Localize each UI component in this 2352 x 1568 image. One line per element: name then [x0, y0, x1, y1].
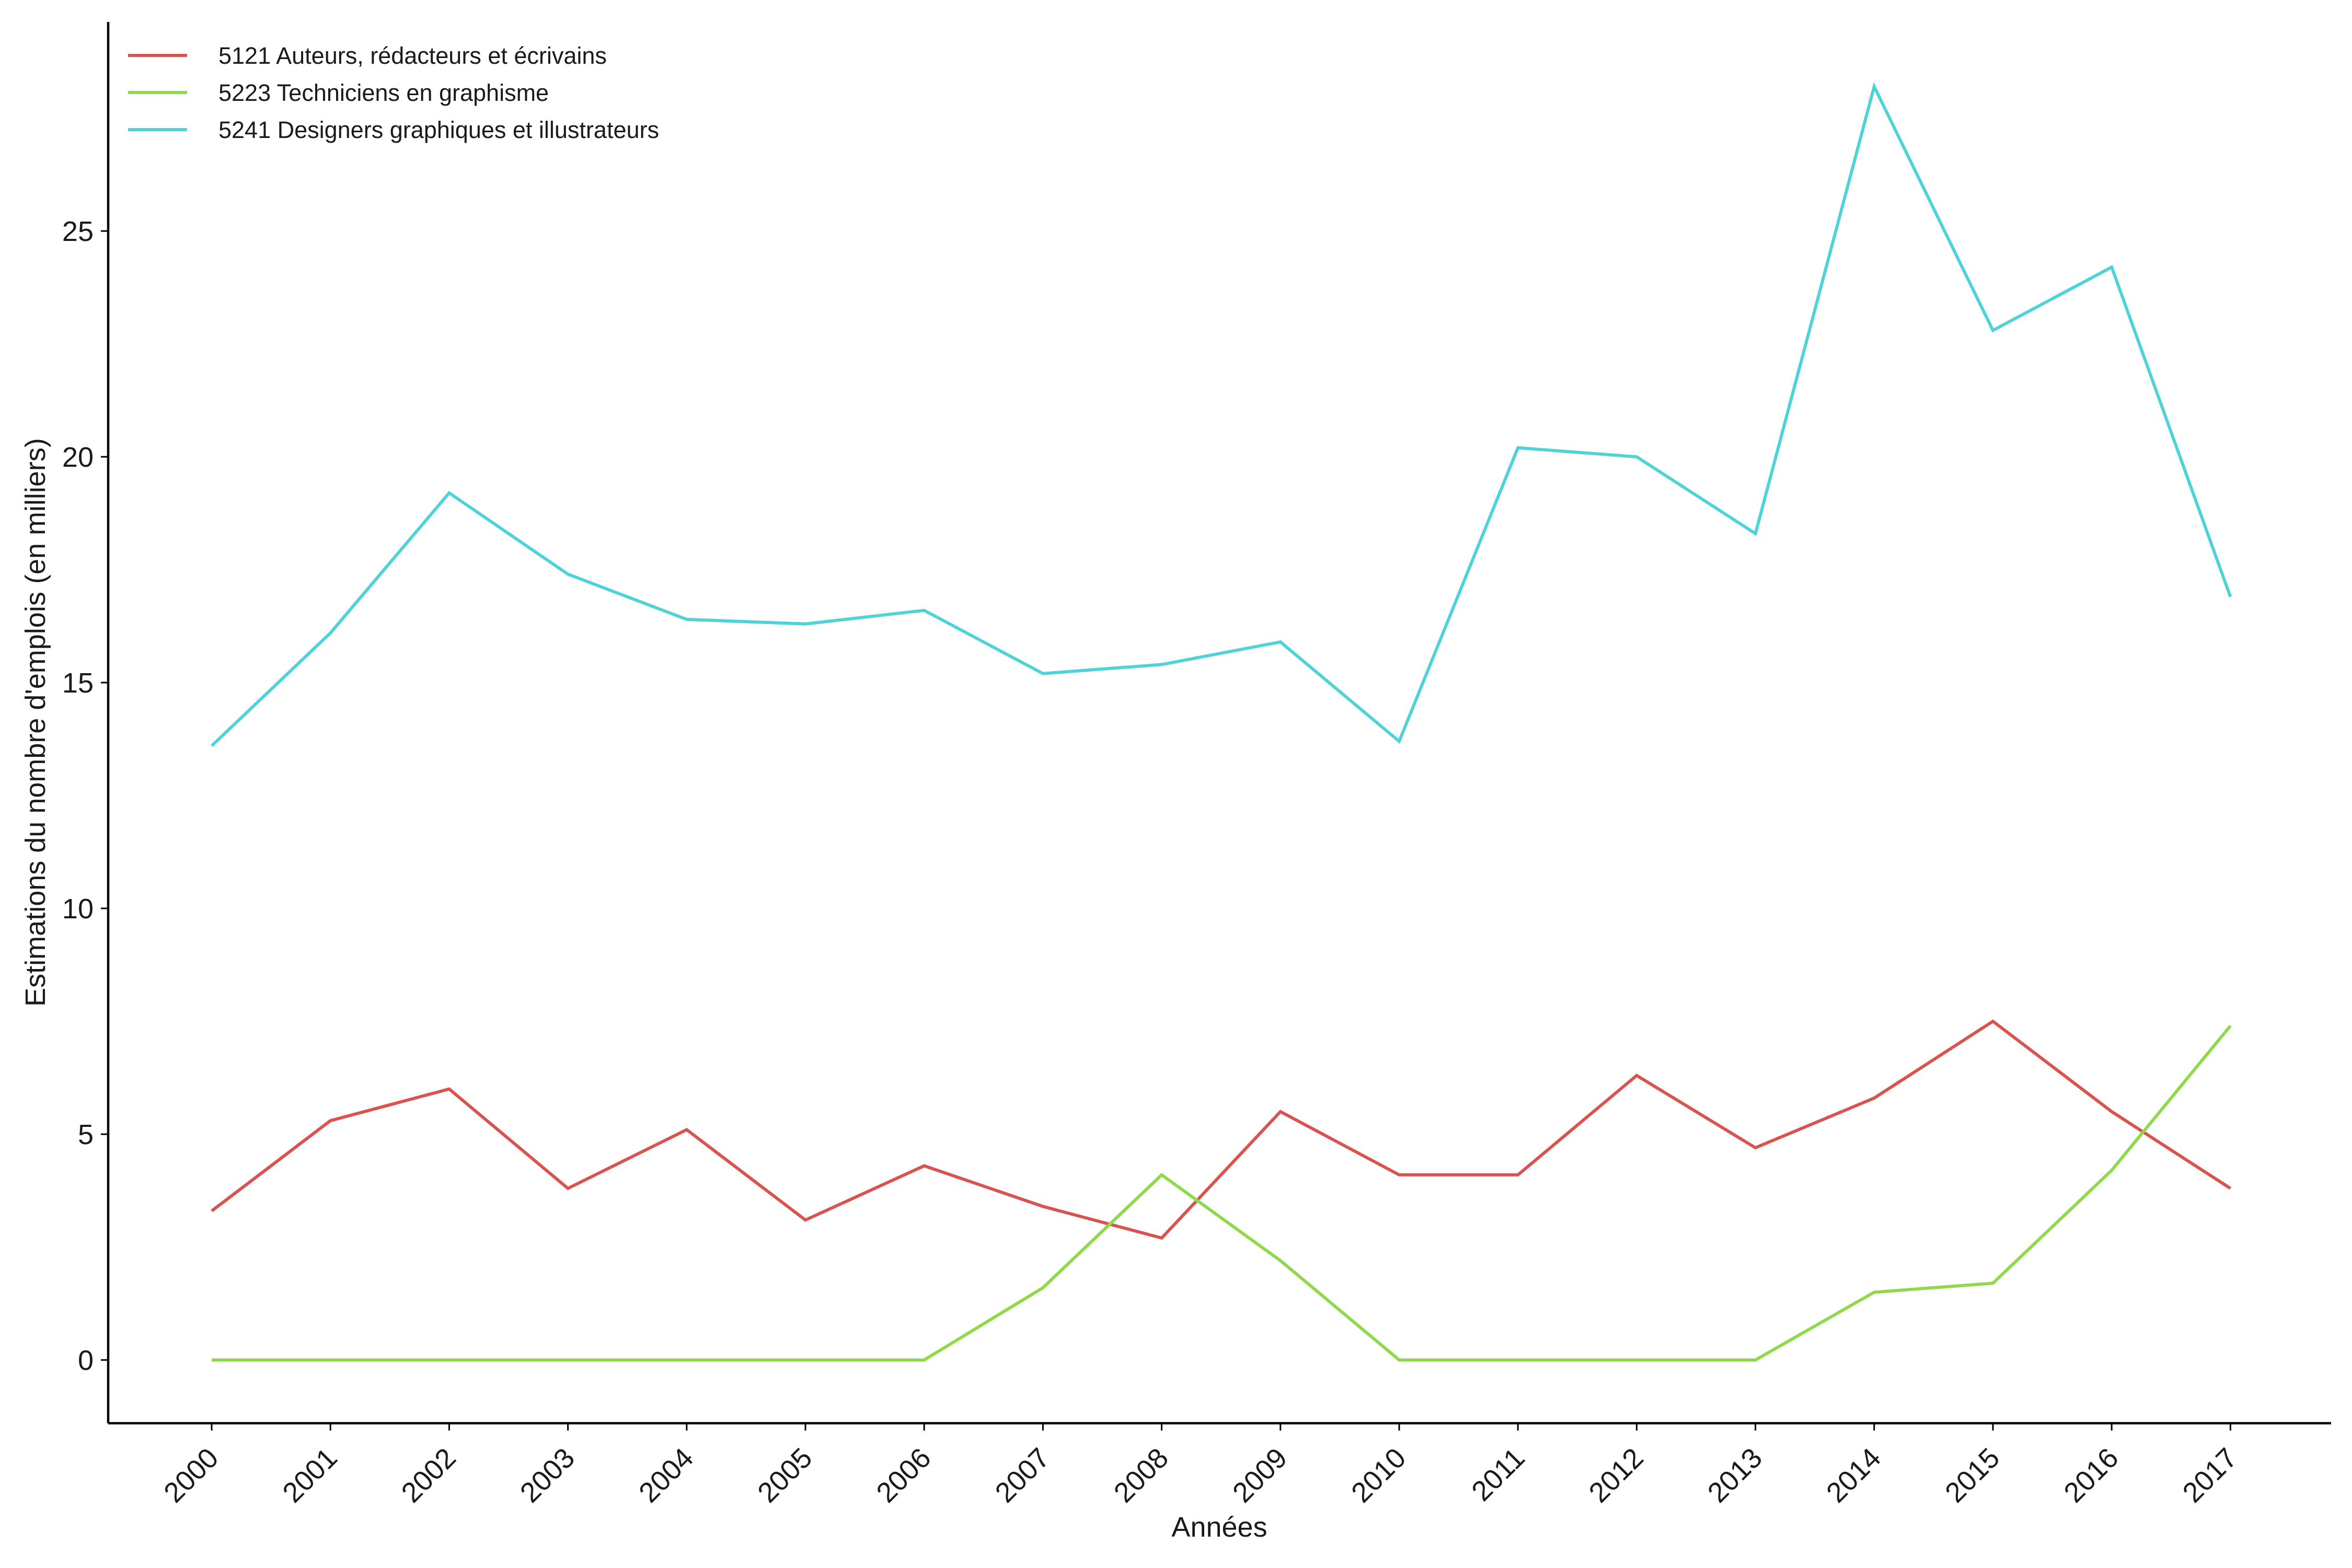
x-tick-label: 2005 — [752, 1442, 818, 1508]
y-tick-label: 0 — [78, 1345, 94, 1376]
x-tick-label: 2014 — [1820, 1442, 1887, 1508]
x-tick-label: 2010 — [1345, 1442, 1412, 1508]
y-tick-label: 5 — [78, 1119, 94, 1150]
x-tick-label: 2016 — [2058, 1442, 2124, 1508]
y-axis-ticks: 0 5 10 15 20 25 — [62, 216, 108, 1376]
legend-label: 5121 Auteurs, rédacteurs et écrivains — [218, 42, 607, 69]
y-tick-label: 10 — [62, 893, 94, 925]
x-tick-label: 2008 — [1108, 1442, 1174, 1508]
x-axis-ticks: 2000 2001 2002 2003 2004 2005 2006 2007 2008 2009… — [158, 1423, 2243, 1508]
x-tick-label: 2000 — [158, 1442, 224, 1508]
legend: 5121 Auteurs, rédacteurs et écrivains 522… — [128, 42, 659, 143]
series-line-5121 — [211, 1019, 2232, 1240]
series-line-5223 — [212, 1024, 2232, 1362]
x-tick-label: 2006 — [870, 1442, 937, 1508]
legend-label: 5241 Designers graphiques et illustrateu… — [218, 117, 659, 143]
y-tick-label: 25 — [62, 216, 94, 247]
x-tick-label: 2012 — [1583, 1442, 1650, 1508]
y-tick-label: 20 — [62, 442, 94, 473]
series-lines — [210, 82, 2232, 1362]
y-axis-label: Estimations du nombre d'emplois (en mill… — [20, 438, 51, 1007]
x-axis-label: Années — [1171, 1512, 1267, 1543]
x-tick-label: 2002 — [396, 1442, 462, 1508]
x-tick-label: 2015 — [1939, 1442, 2005, 1508]
x-tick-label: 2011 — [1466, 1442, 1531, 1507]
x-tick-label: 2007 — [989, 1442, 1056, 1508]
y-tick-label: 15 — [62, 667, 94, 699]
series-line-5241 — [210, 82, 2232, 747]
legend-label: 5223 Techniciens en graphisme — [218, 79, 549, 106]
x-tick-label: 2013 — [1702, 1442, 1768, 1508]
x-tick-label: 2009 — [1227, 1442, 1293, 1508]
x-tick-label: 2001 — [276, 1442, 343, 1508]
x-tick-label: 2017 — [2177, 1442, 2243, 1508]
x-tick-label: 2003 — [514, 1442, 581, 1508]
x-tick-label: 2004 — [633, 1442, 699, 1508]
